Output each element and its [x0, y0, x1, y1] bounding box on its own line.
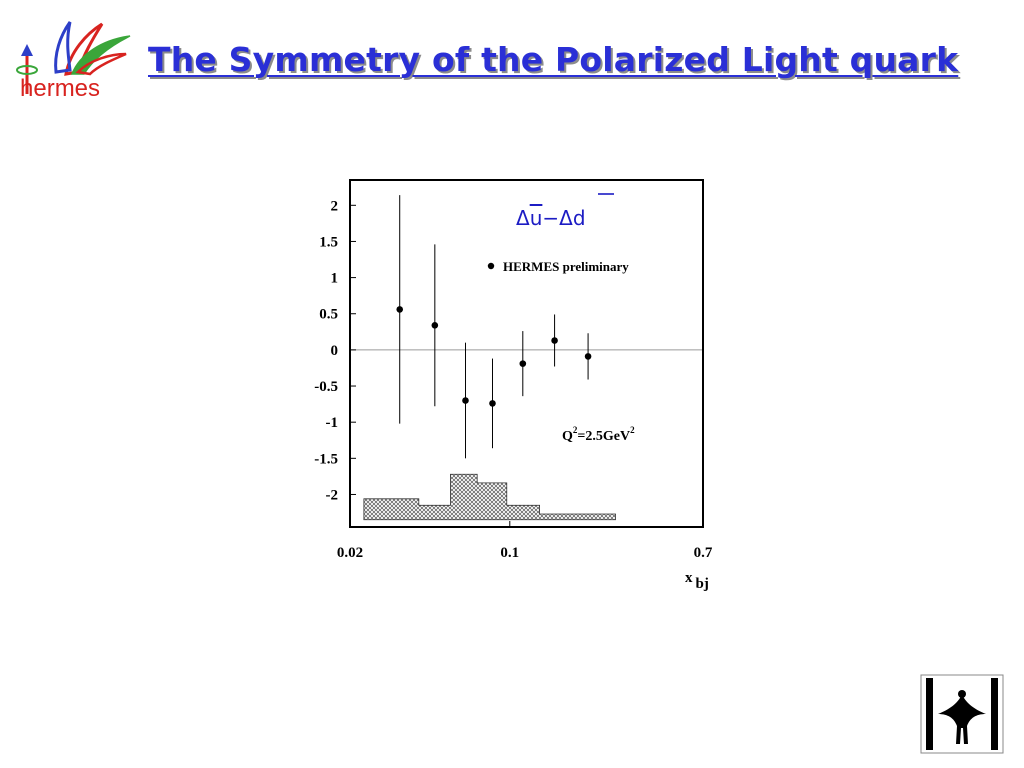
systematic-band	[363, 473, 616, 521]
emblem-swallow-icon	[938, 694, 986, 744]
y-axis-ticks: 2 1.5 1 0.5 0 -0.5 -1 -1.5 -2	[314, 198, 356, 503]
y-tick-label: -1	[326, 415, 339, 431]
data-points	[396, 306, 592, 407]
x-tick-label: 0.7	[694, 545, 713, 561]
x-axis-label-base: x	[685, 570, 693, 586]
y-tick-label: 0	[331, 343, 339, 359]
emblem-right-bar	[991, 678, 998, 750]
y-tick-label: 0.5	[319, 307, 338, 323]
data-point-2	[431, 322, 439, 329]
emblem-left-bar	[926, 678, 933, 750]
q2-base: Q	[562, 429, 573, 444]
y-tick-label: 1.5	[319, 234, 338, 250]
hermes-logo: hermes	[16, 21, 131, 100]
logo-wordmark: hermes	[20, 75, 100, 100]
logo-wing-blue	[54, 21, 72, 74]
formula-delta-1: Δ	[516, 206, 530, 230]
error-bars	[399, 195, 589, 459]
y-tick-label: -2	[326, 487, 339, 503]
data-point-6	[551, 337, 558, 344]
legend-label: HERMES preliminary	[503, 259, 629, 274]
y-tick-label: -0.5	[314, 379, 338, 395]
data-point-4	[489, 400, 496, 407]
data-point-5	[519, 360, 527, 367]
formula-delta-2: Δ	[559, 206, 573, 230]
plot-frame	[349, 179, 704, 528]
q2-value: =2.5GeV	[577, 429, 630, 444]
x-axis-ticks: 0.02 0.1 0.7	[337, 521, 713, 561]
x-tick-label: 0.02	[337, 545, 363, 561]
x-axis-label-sub: bj	[696, 576, 709, 592]
formula-minus: −	[542, 206, 559, 230]
y-tick-label: -1.5	[314, 451, 338, 467]
logo-arrow-head	[21, 44, 33, 56]
q2-sup-2: 2	[630, 425, 635, 435]
formula-d-bar: d	[573, 206, 586, 230]
page-title: The Symmetry of the Polarized Light quar…	[148, 40, 959, 79]
systematic-band-shape	[363, 473, 616, 521]
data-point-3	[462, 397, 469, 404]
university-emblem	[920, 674, 1004, 754]
x-tick-label: 0.1	[500, 545, 519, 561]
legend-marker	[487, 262, 495, 270]
formula-u-bar: u	[530, 206, 543, 230]
emblem-head	[958, 690, 966, 698]
asymmetry-chart: 2 1.5 1 0.5 0 -0.5 -1 -1.5 -2 0.02 0.1 0.7 Δu−Δd H…	[314, 179, 713, 592]
x-axis-label: x bj	[685, 570, 709, 592]
q2-annotation: Q2=2.5GeV2	[562, 425, 635, 444]
y-tick-label: 1	[331, 271, 339, 287]
y-tick-label: 2	[331, 198, 339, 214]
q2-sup-1: 2	[573, 425, 578, 435]
chart-formula: Δu−Δd	[516, 206, 586, 230]
data-point-7	[584, 353, 592, 360]
logo-arrow-ring	[16, 65, 38, 75]
logo-wing-red-2	[75, 52, 127, 76]
data-point-1	[396, 306, 404, 313]
